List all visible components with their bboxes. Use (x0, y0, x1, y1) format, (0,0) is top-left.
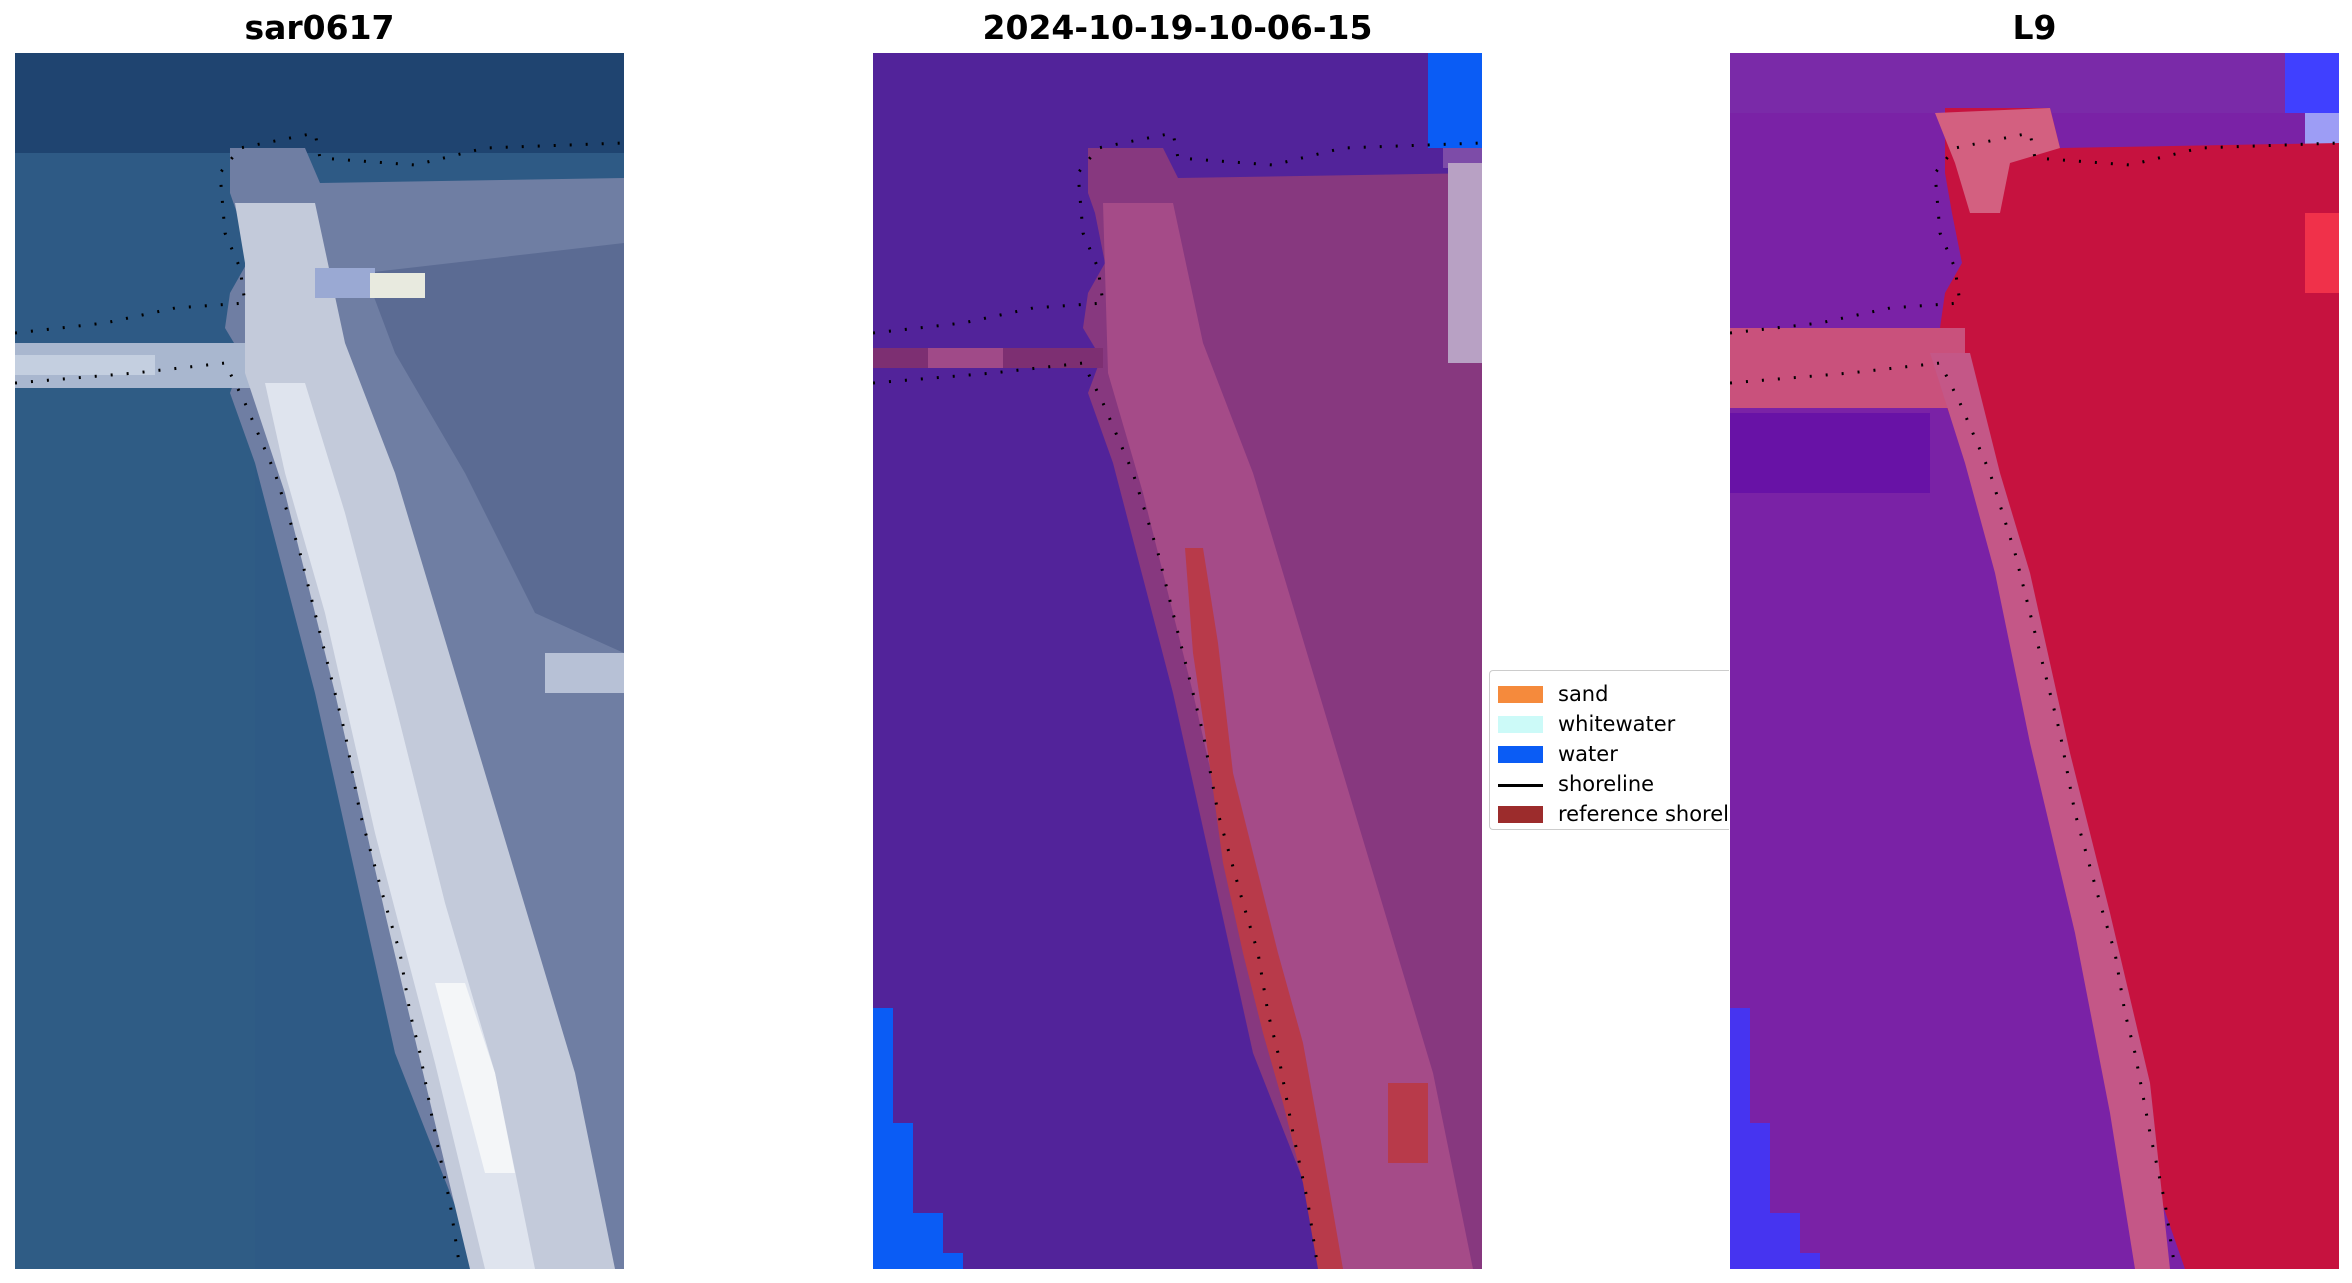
legend-item-whitewater: whitewater (1498, 711, 1675, 737)
legend-label-sand: sand (1558, 682, 1609, 706)
classification-panel (873, 53, 1482, 1269)
legend-label-reference-shoreline: reference shoreline (1558, 802, 1729, 826)
shoreline-swatch (1498, 776, 1543, 793)
legend-item-shoreline: shoreline (1498, 771, 1654, 797)
legend-label-whitewater: whitewater (1558, 712, 1676, 736)
rgb-satellite-image (15, 53, 624, 1269)
sand-swatch (1498, 685, 1543, 703)
reference-shoreline-swatch (1498, 805, 1543, 823)
legend-label-shoreline: shoreline (1558, 772, 1655, 796)
legend-label-water: water (1558, 742, 1618, 766)
legend-item-reference-shoreline: reference shoreline (1498, 801, 1729, 827)
rgb-image-panel (15, 53, 624, 1269)
panel-title-classification: 2024-10-19-10-06-15 (982, 8, 1373, 47)
panel-title-rgb: sar0617 (244, 8, 395, 47)
whitewater-swatch (1498, 715, 1543, 733)
legend-item-sand: sand (1498, 681, 1608, 707)
legend-item-water: water (1498, 741, 1618, 767)
mndwi-image (1730, 53, 2339, 1269)
classification-image (873, 53, 1482, 1269)
mndwi-panel (1730, 53, 2339, 1269)
panel-title-mndwi: L9 (2012, 8, 2057, 47)
water-swatch (1498, 745, 1543, 763)
legend: sand whitewater water shoreline referenc… (1489, 670, 1729, 830)
